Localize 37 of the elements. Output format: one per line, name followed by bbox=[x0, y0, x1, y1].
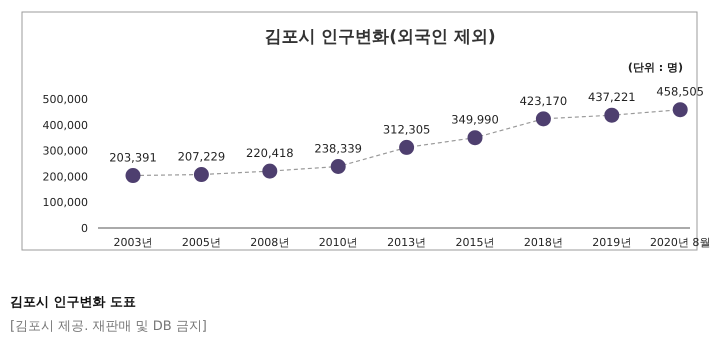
y-tick-label: 300,000 bbox=[42, 144, 88, 158]
data-label: 349,990 bbox=[451, 112, 499, 127]
point bbox=[330, 159, 346, 174]
point bbox=[604, 108, 620, 123]
x-tick-label: 2019년 bbox=[592, 236, 632, 249]
point bbox=[126, 168, 140, 184]
data-label: 312,305 bbox=[382, 122, 430, 136]
data-label: 423,170 bbox=[520, 94, 568, 108]
x-tick-label: 2013년 bbox=[387, 236, 426, 249]
x-tick-label: 2010년 bbox=[318, 236, 358, 249]
data-label: 203,391 bbox=[109, 150, 157, 165]
point bbox=[194, 167, 209, 182]
y-tick-label: 100,000 bbox=[42, 196, 88, 210]
x-tick-label: 2005년 bbox=[182, 236, 221, 249]
point bbox=[672, 102, 688, 118]
data-label: 238,339 bbox=[314, 142, 362, 156]
chart-title: 김포시 인구변화(외국인 제외) bbox=[264, 27, 496, 47]
text: [김포시 제공. 재판매 및 DB 금지] bbox=[10, 319, 207, 334]
y-tick-label: 400,000 bbox=[42, 118, 88, 132]
x-tick-label: 2003년 bbox=[114, 236, 152, 249]
point bbox=[468, 130, 482, 146]
x-tick-label: 2008년 bbox=[250, 236, 290, 249]
text: (단위 : 명) bbox=[628, 61, 683, 74]
text: 김포시 인구변화 도표 bbox=[10, 295, 136, 310]
point bbox=[262, 164, 278, 179]
x-tick-label: 2018년 bbox=[524, 236, 563, 249]
x-tick-label: 2020년 8월 bbox=[650, 236, 710, 249]
point bbox=[536, 111, 551, 126]
data-label: 437,221 bbox=[588, 90, 636, 104]
data-label: 220,418 bbox=[246, 146, 294, 160]
y-tick-label: 0 bbox=[81, 222, 88, 235]
y-tick-label: 200,000 bbox=[42, 170, 88, 184]
y-tick-label: 500,000 bbox=[42, 93, 88, 106]
point bbox=[399, 140, 414, 155]
data-label: 458,505 bbox=[656, 84, 704, 99]
x-tick-label: 2015년 bbox=[456, 236, 494, 249]
data-label: 207,229 bbox=[178, 150, 226, 164]
